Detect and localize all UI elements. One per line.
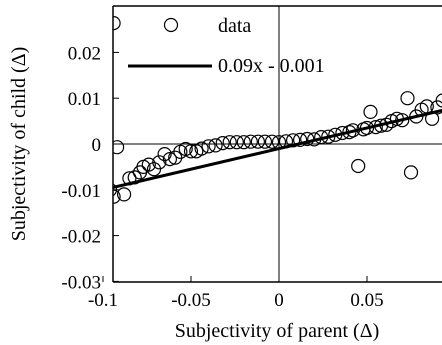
x-tick-label: 0.05	[350, 290, 383, 311]
data-point	[363, 104, 378, 120]
y-tick-label: -0.01	[61, 181, 101, 202]
data-point	[58, 211, 71, 224]
y-axis-title: Subjectivity of child (Δ)	[8, 47, 30, 242]
x-tick-label: 0	[274, 290, 284, 311]
data-point	[194, 141, 209, 156]
data-point	[113, 183, 118, 197]
y-tick-label: 0.01	[68, 89, 101, 110]
data-point	[113, 16, 121, 31]
data-point	[201, 139, 216, 154]
data-point	[67, 213, 80, 226]
legend: data 0.09x - 0.001	[128, 15, 325, 77]
data-point	[113, 140, 125, 155]
legend-circle-marker	[163, 17, 179, 33]
data-point	[141, 157, 156, 172]
data-point	[293, 132, 308, 147]
data-point	[403, 165, 419, 180]
axis-tick-labels: -0.1-0.0500.050.1-0.03-0.02-0.0100.010.0…	[61, 43, 383, 311]
data-point	[61, 157, 74, 170]
data-point	[229, 135, 244, 150]
data-point	[243, 134, 258, 149]
data-point	[264, 134, 280, 149]
data-point	[236, 135, 251, 150]
y-tick-label: -0.02	[61, 227, 101, 248]
data-point	[40, 202, 53, 215]
data-point	[257, 134, 272, 149]
data-point	[435, 93, 442, 108]
data-point	[152, 155, 167, 170]
data-point	[162, 152, 177, 167]
data-point	[157, 147, 172, 162]
data-point	[116, 187, 132, 202]
data-point	[215, 136, 230, 151]
data-point	[250, 134, 265, 149]
data-point	[400, 91, 415, 106]
data-point	[93, 159, 106, 172]
legend-label-data: data	[218, 15, 251, 37]
y-tick-label: -0.03	[61, 272, 101, 293]
data-point	[113, 189, 121, 204]
data-point	[351, 158, 366, 174]
x-tick-label: -0.05	[171, 290, 211, 311]
fit-line	[113, 108, 442, 189]
data-point	[222, 135, 237, 150]
data-point	[183, 144, 199, 159]
axis-ticks	[102, 51, 368, 282]
legend-label-fit: 0.09x - 0.001	[218, 55, 325, 77]
data-point	[430, 100, 442, 115]
data-point	[35, 235, 48, 248]
data-point	[44, 174, 57, 187]
data-point	[49, 183, 62, 196]
y-tick-label: 0	[92, 135, 102, 156]
x-tick-label: -0.1	[88, 290, 118, 311]
y-tick-label: 0.02	[68, 43, 101, 64]
data-point	[90, 246, 103, 259]
x-axis-title: Subjectivity of parent (Δ)	[175, 320, 379, 342]
data-point	[208, 138, 223, 153]
